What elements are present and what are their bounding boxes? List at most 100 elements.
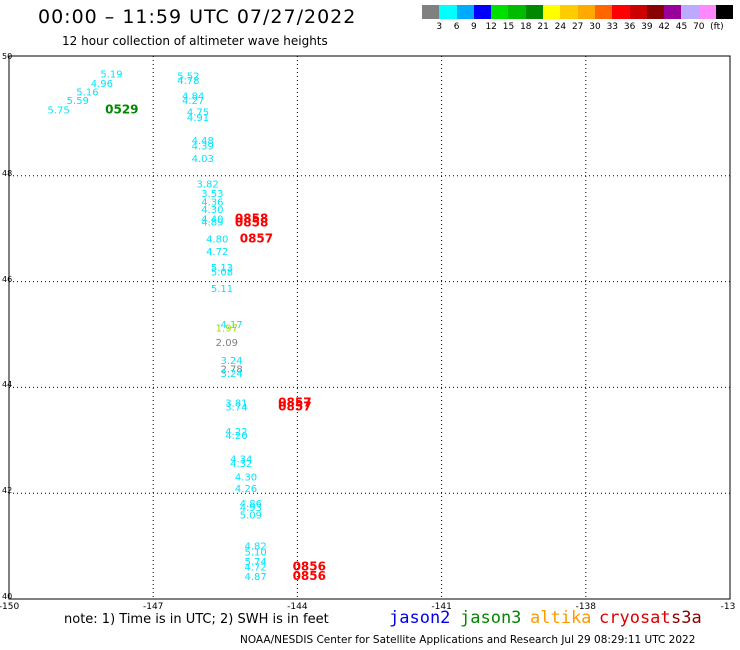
lon-label: -144 <box>287 602 308 612</box>
wave-height-label: 4.03 <box>192 154 214 165</box>
legend-value: 3 <box>436 22 443 32</box>
legend-value: 42 <box>658 22 670 32</box>
wave-height-label: 0857 <box>278 400 311 414</box>
wave-height-label: 3.74 <box>225 403 247 414</box>
legend-value: 45 <box>675 22 688 32</box>
satellite-label-cryosat: cryosat <box>599 608 671 628</box>
legend-swatch <box>491 5 509 19</box>
wave-height-label: 4.26 <box>235 484 257 495</box>
wave-height-label: 5.16 <box>76 87 98 98</box>
satellite-label-jason2: jason2 <box>389 608 451 628</box>
wave-height-label: 4.40 <box>201 214 223 225</box>
wave-height-label: 4.30 <box>235 473 257 484</box>
wave-height-label: 4.32 <box>230 459 252 470</box>
wave-height-label: 3.82 <box>196 179 218 190</box>
wave-height-label: 2.09 <box>216 338 238 349</box>
wave-height-label: 5.10 <box>245 548 267 559</box>
wave-height-label: 3.24 <box>220 356 242 367</box>
legend-swatches <box>422 5 734 19</box>
satellite-label-jason3: jason3 <box>460 608 522 628</box>
lat-label: 48 <box>2 168 13 178</box>
lon-label: -141 <box>431 602 452 612</box>
wave-height-label: 4.86 <box>240 499 262 510</box>
wave-height-label: 4.72 <box>245 562 267 573</box>
lat-label: 50 <box>2 52 13 61</box>
legend-value: 30 <box>589 22 601 32</box>
legend-value: 24 <box>554 22 567 32</box>
legend-value: 15 <box>502 22 515 32</box>
legend-value: 27 <box>571 22 584 32</box>
page-title: 00:00 – 11:59 UTC 07/27/2022 <box>38 6 357 28</box>
wave-height-label: 5.52 <box>177 72 199 83</box>
legend-swatch <box>422 5 440 19</box>
legend-swatch <box>629 5 647 19</box>
wave-height-label: 5.59 <box>67 96 89 107</box>
wave-height-label: 4.72 <box>206 247 228 258</box>
wave-height-label: 5.74 <box>245 557 267 568</box>
legend-value: 36 <box>623 22 636 32</box>
wave-height-label: 4.91 <box>187 113 209 124</box>
wave-height-label: 4.96 <box>91 79 113 90</box>
legend-value: 39 <box>641 22 653 32</box>
legend-swatch <box>698 5 717 19</box>
wave-height-label: 4.30 <box>201 205 223 216</box>
wave-height-label: 4.27 <box>182 96 204 107</box>
legend-swatch <box>456 5 474 19</box>
legend-value: 18 <box>520 22 532 32</box>
satellite-label-s3a: s3a <box>671 608 702 628</box>
legend-swatch <box>664 5 682 19</box>
legend-value: 12 <box>485 22 497 32</box>
legend-swatch <box>681 5 699 19</box>
wave-height-label: 4.78 <box>177 76 199 87</box>
legend-swatch <box>439 5 457 19</box>
wave-height-label: 4.80 <box>206 234 228 245</box>
legend-swatch <box>508 5 526 19</box>
lon-label: -150 <box>0 602 20 612</box>
wave-height-label: 5.09 <box>240 511 262 522</box>
wave-height-label: 3.53 <box>201 189 223 200</box>
wave-height-label: 4.34 <box>230 455 252 466</box>
footer-credit: NOAA/NESDIS Center for Satellite Applica… <box>240 634 696 646</box>
legend-swatch <box>577 5 595 19</box>
wave-height-label: 4.89 <box>201 218 223 229</box>
legend-value: 33 <box>606 22 619 32</box>
wave-height-label: 0529 <box>105 102 138 116</box>
wave-height-label: 0858 <box>235 211 268 225</box>
wave-height-label: 5.08 <box>211 267 233 278</box>
wave-height-label: 0857 <box>278 395 311 409</box>
lat-label: 42 <box>2 486 13 496</box>
wave-height-label: 4.36 <box>201 197 223 208</box>
wave-height-label: 4.48 <box>192 136 214 147</box>
legend-swatch <box>560 5 578 19</box>
page-subtitle: 12 hour collection of altimeter wave hei… <box>62 34 328 48</box>
wave-height-label: 4.22 <box>225 427 247 438</box>
legend-swatch <box>525 5 544 19</box>
wave-height-label: 4.84 <box>182 92 204 103</box>
wave-height-label: 4.20 <box>225 431 247 442</box>
lat-label: 40 <box>2 592 13 601</box>
wave-height-label: 4.93 <box>240 503 262 514</box>
wave-height-label: 0857 <box>240 231 273 245</box>
wave-height-label: 1.97 <box>216 323 238 334</box>
wave-height-label: 5.13 <box>211 263 233 274</box>
legend-swatch <box>646 5 665 19</box>
wave-height-label: 5.11 <box>211 284 233 295</box>
lat-label: 44 <box>2 380 13 390</box>
wave-height-label: 5.75 <box>47 105 69 116</box>
wave-height-label: 4.75 <box>187 107 209 118</box>
wave-height-label: 3.81 <box>225 398 247 409</box>
wave-height-label: 4.87 <box>245 572 267 583</box>
wave-height-label: 3.24 <box>220 369 242 380</box>
lon-label: -13 <box>720 602 736 612</box>
legend-swatch <box>594 5 613 19</box>
wave-height-label: 0856 <box>293 569 326 583</box>
wave-height-label: 4.82 <box>245 541 267 552</box>
wave-height-label: 0858 <box>235 216 268 230</box>
legend-value: 21 <box>537 22 549 32</box>
wave-height-label: 5.19 <box>100 69 122 80</box>
legend-swatch <box>543 5 561 19</box>
wave-height-label: 4.39 <box>192 141 214 152</box>
map-frame <box>8 55 731 600</box>
legend-swatch <box>612 5 630 19</box>
